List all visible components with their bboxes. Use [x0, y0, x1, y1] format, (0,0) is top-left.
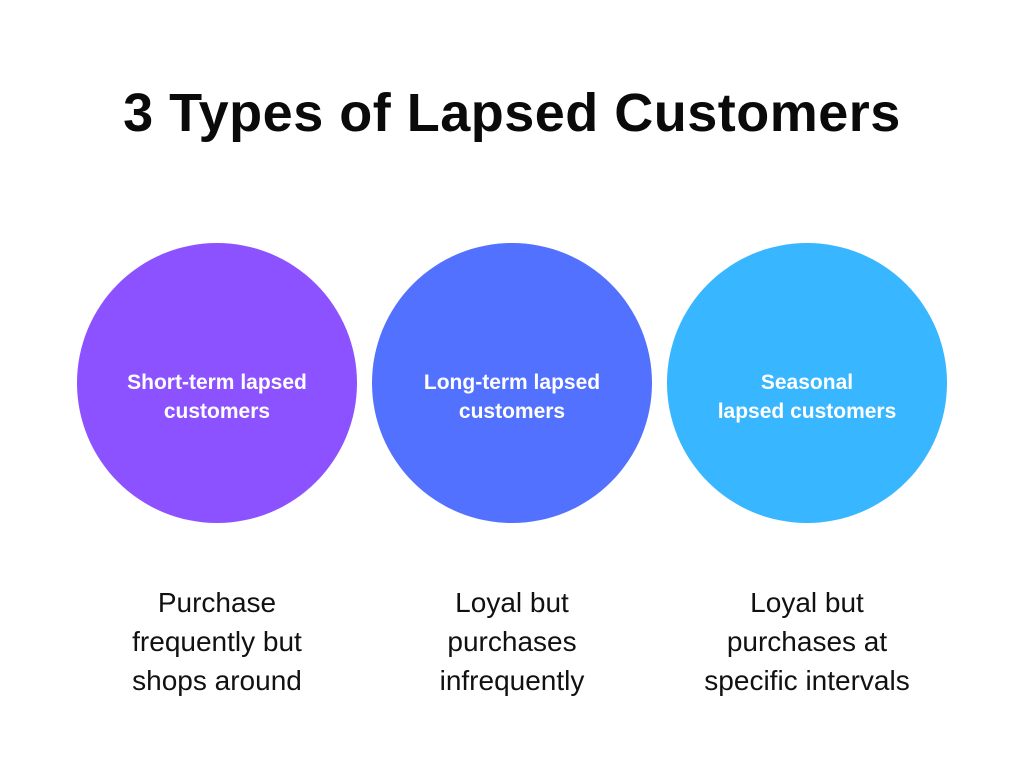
description-long-term-lapsed: Loyal but purchases infrequently: [439, 587, 585, 696]
circle-label-long-term-lapsed: Long-term lapsed customers: [423, 371, 601, 423]
circle-label-short-term-lapsed: Short-term lapsed customers: [127, 371, 307, 423]
circle-label-seasonal-lapsed: Seasonal lapsed customers: [717, 371, 897, 423]
circle-seasonal-lapsed: Seasonal lapsed customers: [667, 243, 947, 523]
descriptions-row: Purchase frequently but shops around Loy…: [0, 583, 1024, 700]
description-short-term-lapsed: Purchase frequently but shops around: [132, 587, 302, 696]
circle-short-term-lapsed: Short-term lapsed customers: [77, 243, 357, 523]
description-seasonal-lapsed: Loyal but purchases at specific interval…: [704, 587, 910, 696]
circles-row: Short-term lapsed customers Long-term la…: [0, 243, 1024, 523]
circle-long-term-lapsed: Long-term lapsed customers: [372, 243, 652, 523]
page-title: 3 Types of Lapsed Customers: [123, 83, 901, 143]
